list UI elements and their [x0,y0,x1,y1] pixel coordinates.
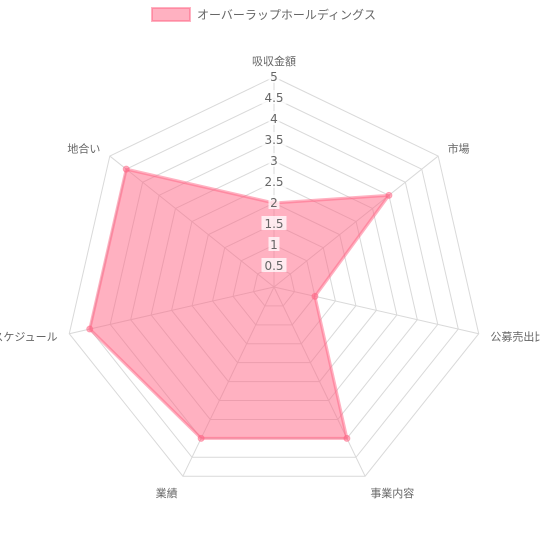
axis-label: 公募売出比 [490,329,540,343]
tick-backdrop [268,195,280,209]
tick-backdrop [261,216,287,230]
data-point[interactable] [122,165,130,173]
tick-backdrop [268,111,280,125]
tick-label: 5 [270,70,278,84]
data-point[interactable] [343,434,351,442]
grid-ring [68,76,480,477]
tick-label: 3 [270,154,278,168]
data-point[interactable] [86,325,94,333]
tick-backdrop [268,237,280,251]
tick-backdrop [268,153,280,167]
data-point[interactable] [197,434,205,442]
data-point[interactable] [311,292,319,300]
tick-label: 4.5 [264,91,283,105]
tick-label: 1.5 [264,217,283,231]
data-point[interactable] [385,191,393,199]
legend-swatch[interactable] [151,7,191,22]
legend-label[interactable]: オーバーラップホールディングス [197,7,376,22]
tick-backdrop [261,258,287,272]
tick-label: 0.5 [264,259,283,273]
tick-label: 2.5 [264,175,283,189]
tick-label: 3.5 [264,133,283,147]
tick-label: 1 [270,238,278,252]
axis-label: スケジュール [0,330,58,343]
tick-backdrop [268,69,280,83]
tick-label: 2 [270,196,278,210]
axis-label: 業績 [156,486,178,500]
axis-label: 吸収金額 [252,54,296,68]
legend[interactable]: オーバーラップホールディングス [151,7,376,22]
tick-backdrop [261,174,287,188]
radar-tick-labels: 0.5 1 1.5 2 2.5 3 3.5 4 4.5 5 [261,69,287,273]
tick-backdrop [261,90,287,104]
axis-label: 事業内容 [370,486,414,500]
series-area [88,167,391,440]
radar-series [86,165,393,442]
tick-label: 4 [270,112,278,126]
axis-label: 地合い [67,142,100,156]
tick-backdrop [261,132,287,146]
axis-label: 市場 [448,142,470,156]
